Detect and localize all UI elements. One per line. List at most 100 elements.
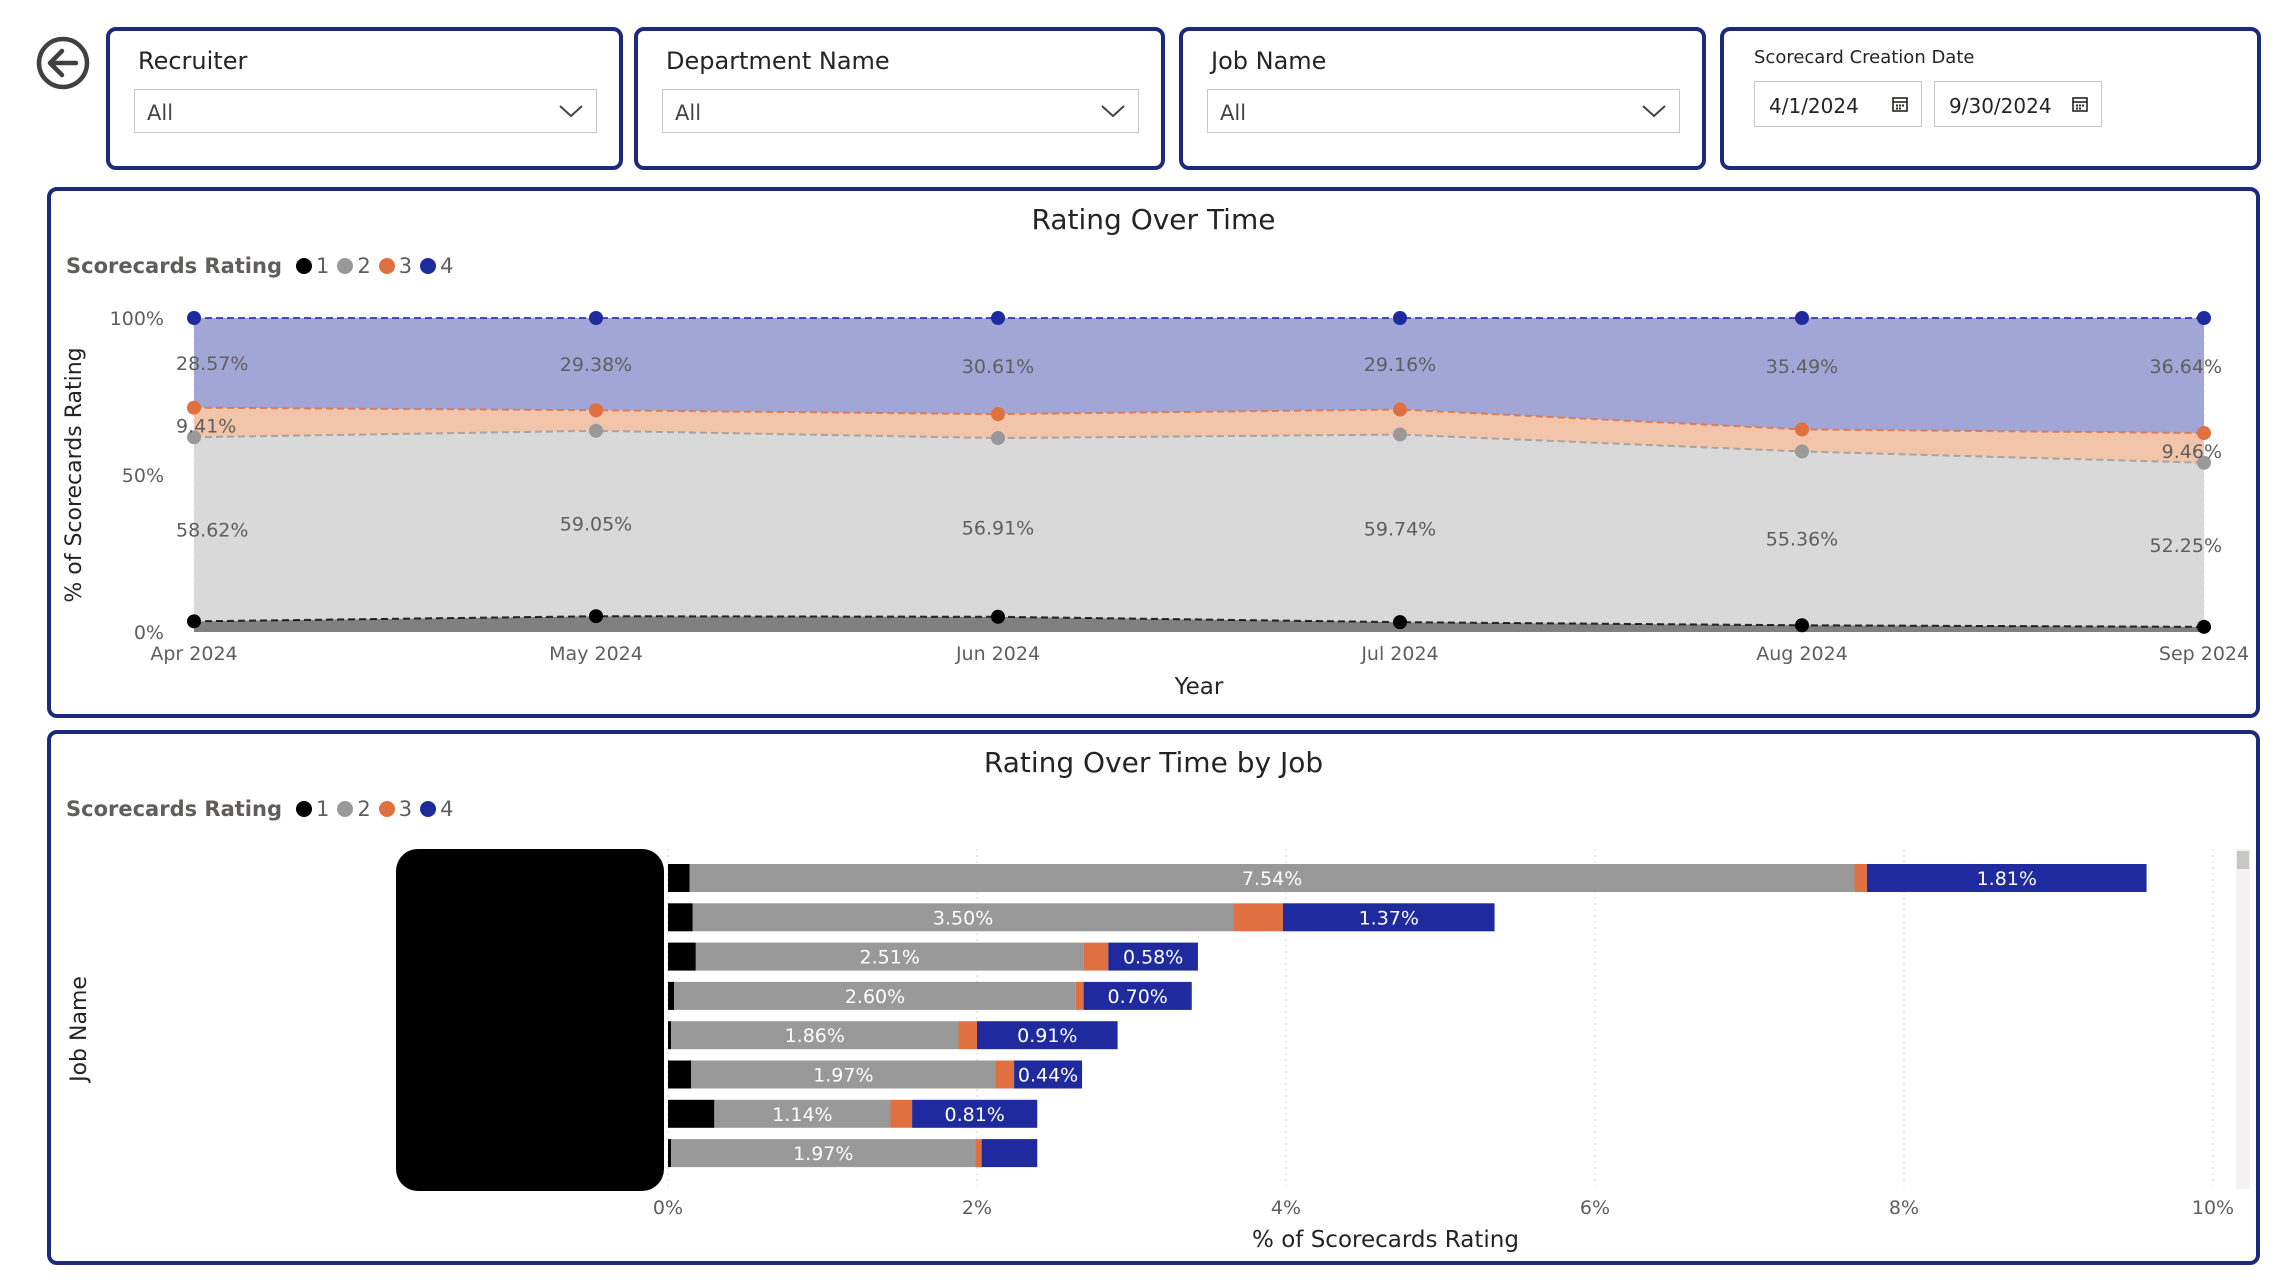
data-label-4: 35.49% (1766, 356, 1838, 378)
calendar-icon[interactable] (2071, 95, 2089, 113)
x-tick-label: 4% (1271, 1197, 1301, 1219)
x-tick-label: Jun 2024 (955, 643, 1040, 665)
bar-segment-2 (714, 1099, 891, 1128)
bar-segment-4 (1083, 981, 1192, 1010)
legend-item-2[interactable]: 2 (337, 254, 371, 278)
area-series-1 (194, 616, 2204, 632)
job-slicer-title: Job Name (1211, 47, 1327, 75)
bar-data-label: 1.14% (772, 1104, 832, 1126)
legend-item-3[interactable]: 3 (378, 797, 412, 821)
back-arrow-icon[interactable] (34, 34, 92, 92)
bar-segment-4 (1282, 903, 1495, 932)
bar-segment-4 (1014, 1060, 1083, 1089)
job-dropdown[interactable]: All (1207, 89, 1680, 133)
legend-label: 4 (440, 254, 454, 278)
legend-item-3[interactable]: 3 (378, 254, 413, 278)
data-point-4 (589, 311, 603, 325)
legend-label: 4 (440, 797, 454, 821)
bar-data-label: 1.81% (1977, 868, 2037, 890)
data-point-2 (1393, 427, 1407, 442)
bar-segment-1 (668, 942, 696, 971)
y-tick-label: 100% (110, 308, 164, 330)
bar-data-label: 2.60% (845, 986, 905, 1008)
date-slicer-title: Scorecard Creation Date (1754, 47, 1975, 68)
bar-segment-4 (912, 1099, 1038, 1128)
department-dropdown[interactable]: All (662, 89, 1139, 133)
scrollbar-thumb[interactable] (2237, 851, 2249, 869)
legend-item-2[interactable]: 2 (337, 797, 371, 821)
chevron-down-icon (559, 105, 583, 118)
bar-segment-4 (1866, 864, 2147, 892)
data-label-2: 58.62% (176, 519, 248, 541)
line-series-2 (193, 429, 2205, 464)
bar-segment-3 (1233, 903, 1283, 932)
legend-item-1[interactable]: 1 (295, 797, 329, 821)
bar-data-label: 0.70% (1108, 986, 1168, 1008)
department-slicer: Department Name All (634, 27, 1165, 170)
area-series-2 (194, 430, 2204, 627)
data-point-1 (991, 609, 1005, 624)
bar-segment-2 (674, 981, 1076, 1010)
bar-segment-3 (1075, 981, 1084, 1010)
legend-dot (337, 258, 354, 274)
x-tick-label: 10% (2192, 1197, 2234, 1219)
data-label-4: 30.61% (962, 356, 1034, 378)
data-label-4: 29.38% (560, 354, 632, 376)
legend-item-4[interactable]: 4 (420, 797, 453, 821)
data-point-2 (2197, 455, 2211, 470)
data-point-4 (1795, 311, 1809, 325)
data-point-3 (2197, 426, 2211, 441)
recruiter-slicer: Recruiter All (106, 27, 623, 170)
start-date-value: 4/1/2024 (1769, 94, 1859, 118)
data-point-3 (1393, 402, 1407, 417)
y-axis-title: Job Name (67, 976, 92, 1084)
rating-over-time-chart: 0% 50% 100% Apr 2024 May 2024 Jun 2024 Jul 202… (62, 308, 2249, 700)
recruiter-dropdown[interactable]: All (134, 89, 597, 133)
legend-item-4[interactable]: 4 (420, 254, 453, 278)
recruiter-dropdown-value: All (147, 101, 174, 125)
x-tick-label: Jul 2024 (1360, 643, 1438, 665)
data-point-2 (187, 430, 201, 445)
legend-label: 2 (357, 797, 371, 821)
legend-dot (378, 801, 395, 817)
x-tick-label: 8% (1889, 1197, 1919, 1219)
legend-dot (295, 258, 312, 274)
bar-data-label: 1.86% (785, 1025, 845, 1047)
calendar-icon[interactable] (1891, 95, 1909, 113)
bar-data-label: 1.97% (813, 1065, 873, 1087)
chevron-down-icon (1101, 105, 1125, 118)
end-date-input[interactable]: 9/30/2024 (1934, 81, 2102, 127)
recruiter-slicer-title: Recruiter (138, 47, 248, 75)
data-label-2: 56.91% (962, 517, 1034, 539)
legend-label: 3 (398, 254, 413, 278)
rating-over-time-title: Rating Over Time (1031, 203, 1276, 236)
data-label-2: 59.05% (560, 513, 632, 535)
bar-segment-4 (977, 1021, 1118, 1050)
x-axis-title: % of Scorecards Rating (1252, 1227, 1519, 1253)
x-tick-label: 0% (653, 1197, 683, 1219)
bar-data-label: 7.54% (1242, 868, 1302, 890)
bar-segment-3 (1854, 864, 1867, 892)
start-date-input[interactable]: 4/1/2024 (1754, 81, 1922, 127)
bar-data-label: 0.91% (1017, 1025, 1077, 1047)
data-label-2: 59.74% (1364, 518, 1436, 540)
scrollbar-track[interactable] (2236, 849, 2250, 1189)
data-point-4 (1393, 311, 1407, 325)
data-label-2: 55.36% (1766, 528, 1838, 550)
data-point-3 (589, 403, 603, 418)
area-series-4 (194, 318, 2204, 434)
legend-item-1[interactable]: 1 (295, 254, 329, 278)
rating-over-time-panel: Rating Over Time Scorecards Rating 1 2 3… (47, 187, 2260, 718)
rating-by-job-title: Rating Over Time by Job (983, 746, 1324, 779)
bar-segment-1 (668, 1021, 672, 1050)
area-series-3 (194, 407, 2204, 463)
data-label-2: 52.25% (2150, 535, 2222, 557)
legend-dot (295, 801, 312, 817)
bar-segment-2 (691, 1060, 996, 1089)
x-tick-label: 6% (1580, 1197, 1610, 1219)
department-dropdown-value: All (675, 101, 702, 125)
bar-data-label: 3.50% (933, 907, 993, 929)
x-tick-label: Aug 2024 (1756, 643, 1848, 665)
rating-by-job-panel: Rating Over Time by Job Scorecards Ratin… (47, 730, 2260, 1265)
bar-segment-2 (671, 1139, 976, 1168)
